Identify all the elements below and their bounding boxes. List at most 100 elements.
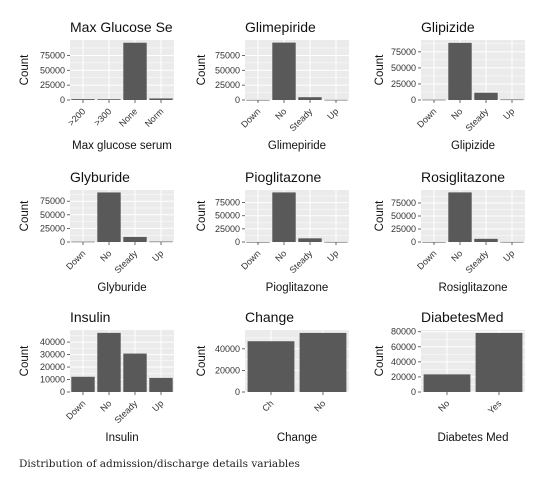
y-tick-label: 0 [235, 95, 240, 105]
x-tick-label: Up [325, 248, 340, 263]
y-tick-label: 0 [60, 387, 65, 397]
panel-background [70, 190, 174, 242]
bar-steady [298, 238, 322, 242]
y-tick-label: 40000 [40, 337, 65, 347]
bar-no [272, 42, 296, 100]
x-tick-label: No [449, 248, 464, 263]
bar-yes [475, 332, 523, 392]
bar-no [299, 332, 347, 392]
bar-steady [123, 353, 147, 392]
bar-no [448, 42, 472, 100]
x-tick-label: Down [239, 106, 262, 129]
x-axis-label: Rosiglitazone [438, 282, 507, 294]
panel-change: Change 0 20000 40000 Ch No Count Change [196, 309, 349, 444]
y-tick-label: 75000 [40, 50, 65, 60]
y-tick-label: 0 [60, 95, 65, 105]
y-axis-label: Count [374, 345, 386, 376]
x-tick-label: Steady [464, 248, 491, 275]
panel-title: Glipizide [421, 19, 475, 35]
bar-up [149, 241, 173, 243]
y-tick-label: 25000 [391, 79, 416, 89]
x-tick-label: Up [150, 398, 165, 413]
y-tick-label: 20000 [40, 362, 65, 372]
y-tick-label: 30000 [40, 350, 65, 360]
bar-down [422, 99, 446, 101]
bar-no [97, 192, 121, 242]
x-tick-label: No [273, 106, 288, 121]
y-tick-label: 75000 [215, 198, 240, 208]
x-tick-label: >300 [92, 106, 113, 127]
x-tick-label: Steady [288, 106, 315, 133]
panel-glyburide: Glyburide 0 25000 50000 75000 Down No Steady Up C… [19, 169, 174, 294]
bar-no [423, 374, 471, 392]
x-tick-label: No [449, 106, 464, 121]
bar-up [500, 99, 524, 101]
bar-norm [149, 98, 173, 100]
panel-glimepiride: Glimepiride 0 25000 50000 75000 Down No Steady U… [196, 19, 349, 152]
y-tick-label: 0 [235, 237, 240, 247]
panel-diabetesmed: DiabetesMed 0 20000 40000 60000 80000 No Yes Cou… [374, 309, 525, 444]
bar-no [448, 192, 472, 242]
x-tick-label: Down [415, 106, 438, 129]
x-tick-label: Steady [113, 398, 140, 425]
y-tick-label: 75000 [391, 198, 416, 208]
panel-title: Change [245, 309, 294, 325]
x-tick-label: Down [64, 398, 87, 421]
y-tick-label: 50000 [215, 211, 240, 221]
y-axis-label: Count [196, 345, 208, 376]
x-axis-label: Change [277, 432, 317, 444]
x-tick-label: Up [501, 248, 516, 263]
y-tick-label: 25000 [391, 224, 416, 234]
x-tick-label: No [436, 398, 451, 413]
bar-down [71, 376, 95, 392]
bar-no [97, 332, 121, 392]
x-axis-label: Glipizide [451, 140, 495, 152]
figure-caption: Distribution of admission/discharge deta… [19, 458, 300, 470]
panel-background [421, 40, 525, 100]
y-axis-label: Count [196, 200, 208, 231]
x-tick-label: No [273, 248, 288, 263]
y-tick-label: 50000 [40, 210, 65, 220]
x-tick-label: No [98, 248, 113, 263]
y-tick-label: 50000 [40, 65, 65, 75]
panel-title: Pioglitazone [245, 169, 321, 185]
y-tick-label: 0 [235, 387, 240, 397]
panel-pioglitazone: Pioglitazone 0 25000 50000 75000 Down No Steady… [196, 169, 349, 294]
y-tick-label: 60000 [391, 342, 416, 352]
x-tick-label: Up [325, 106, 340, 121]
x-axis-label: Pioglitazone [266, 282, 329, 294]
x-tick-label: Yes [486, 398, 504, 416]
x-tick-label: Up [501, 106, 516, 121]
panel-title: Glimepiride [245, 19, 316, 35]
y-tick-label: 0 [411, 387, 416, 397]
y-tick-label: 40000 [391, 357, 416, 367]
y-tick-label: 50000 [391, 211, 416, 221]
y-axis-label: Count [19, 345, 31, 376]
bar--300 [97, 99, 121, 100]
bar-steady [474, 92, 498, 100]
y-axis-label: Count [19, 200, 31, 231]
y-axis-label: Count [196, 54, 208, 85]
y-tick-label: 25000 [40, 80, 65, 90]
y-tick-label: 0 [60, 237, 65, 247]
panel-title: Max Glucose Se [70, 19, 173, 35]
y-tick-label: 75000 [391, 47, 416, 57]
y-tick-label: 0 [411, 95, 416, 105]
x-axis-label: Glimepiride [268, 140, 326, 152]
x-axis-label: Max glucose serum [72, 140, 172, 152]
bar-steady [474, 238, 498, 242]
y-axis-label: Count [374, 54, 386, 85]
bar--200 [71, 99, 95, 100]
x-tick-label: None [117, 106, 139, 128]
x-tick-label: No [312, 398, 327, 413]
y-axis-label: Count [19, 54, 31, 85]
y-tick-label: 25000 [215, 80, 240, 90]
x-axis-label: Glyburide [97, 282, 146, 294]
panel-title: Glyburide [70, 169, 130, 185]
bar-ch [247, 341, 295, 392]
y-tick-label: 25000 [40, 223, 65, 233]
x-tick-label: Norm [143, 106, 166, 129]
bar-no [272, 192, 296, 242]
